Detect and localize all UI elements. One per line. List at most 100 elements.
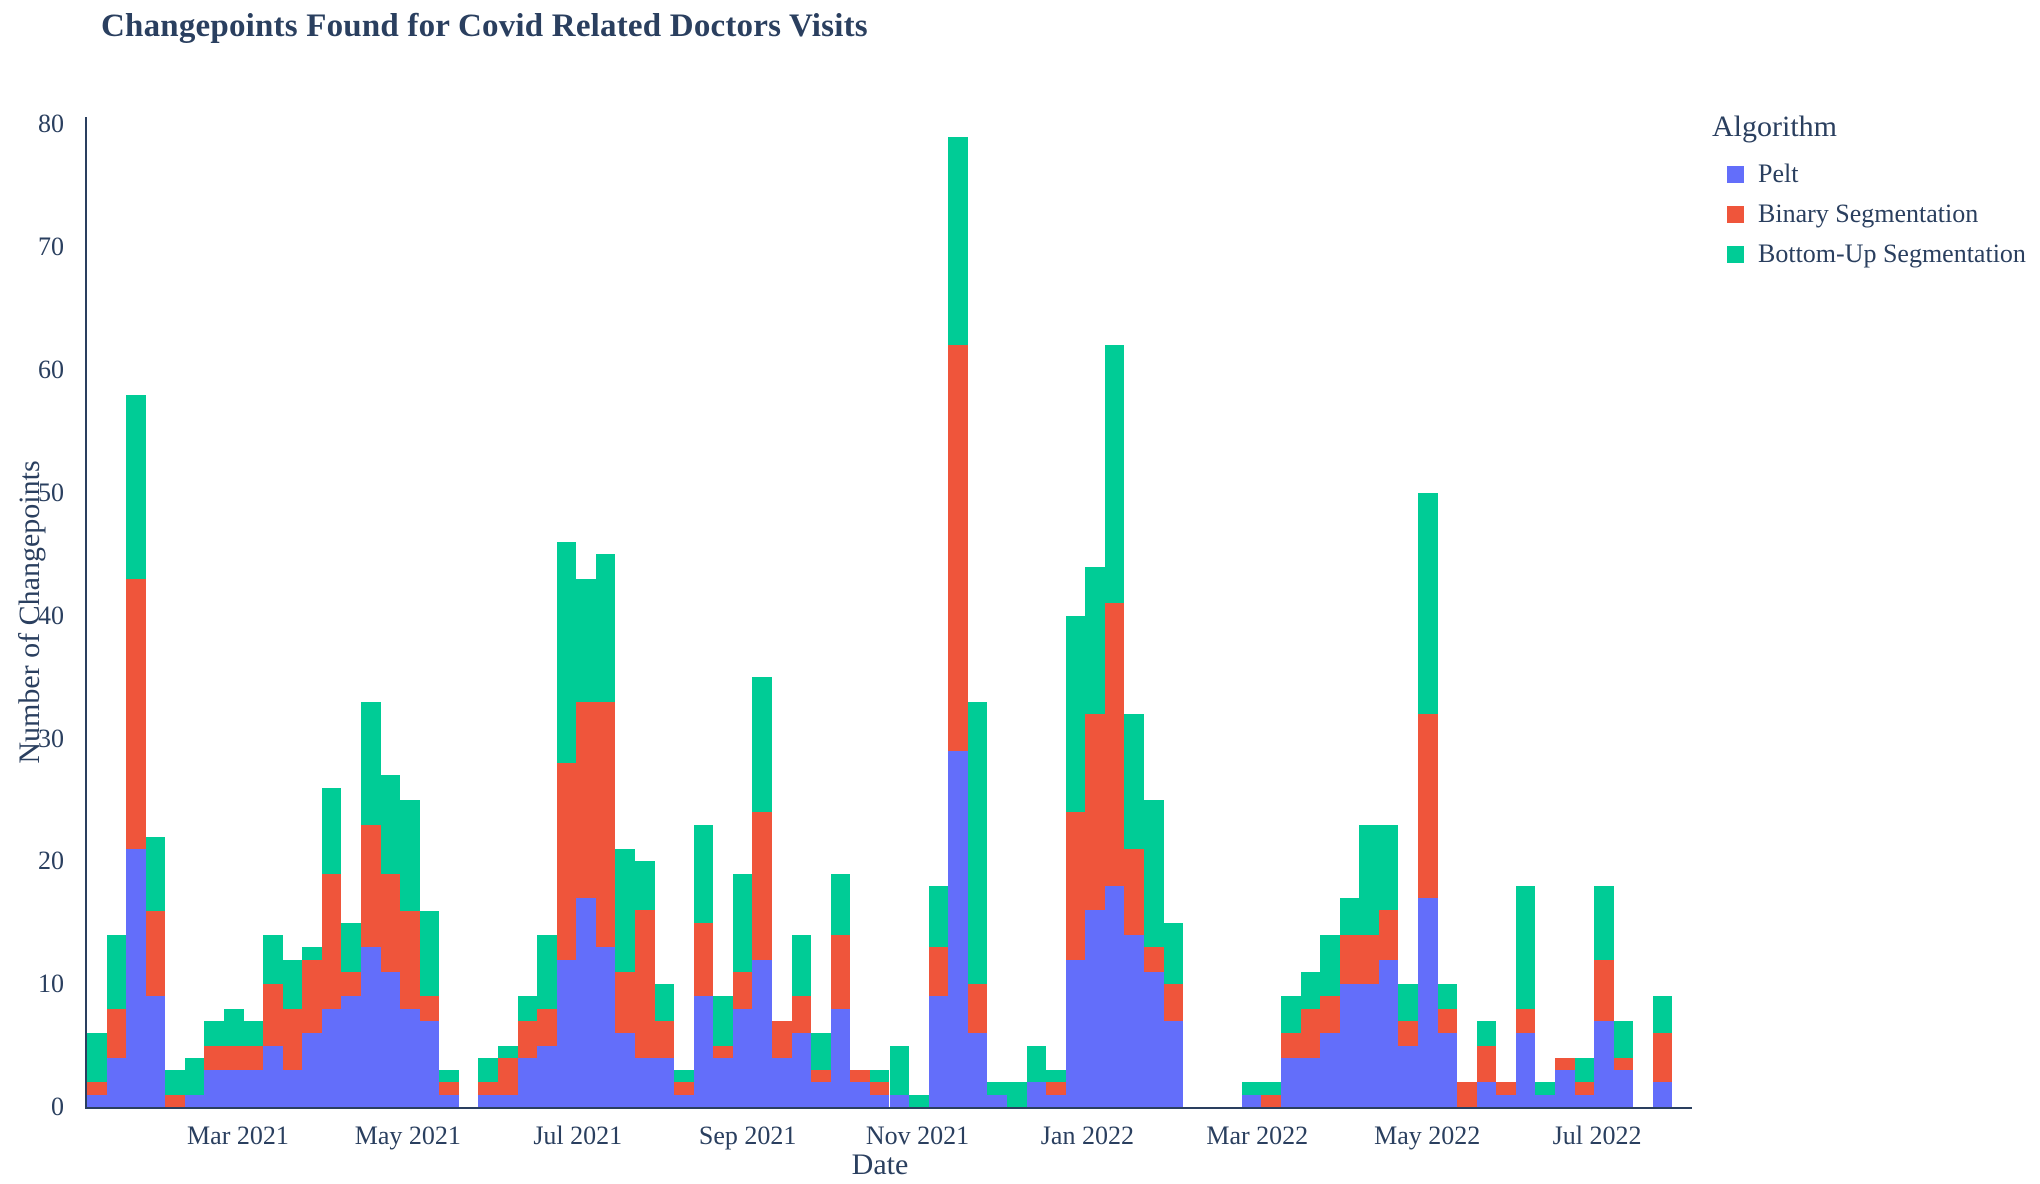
bar-segment-pelt[interactable] [282, 1070, 303, 1107]
bar-segment-binary-segmentation[interactable] [400, 910, 420, 1009]
bar-segment-pelt[interactable] [791, 1033, 812, 1107]
bar-segment-bottom-up-segmentation[interactable] [321, 787, 342, 874]
bar-segment-binary-segmentation[interactable] [1046, 1082, 1066, 1095]
bar-segment-bottom-up-segmentation[interactable] [1163, 922, 1184, 985]
bar-week[interactable] [752, 117, 773, 1107]
bar-segment-bottom-up-segmentation[interactable] [361, 701, 381, 825]
bar-segment-bottom-up-segmentation[interactable] [615, 849, 636, 972]
bar-segment-binary-segmentation[interactable] [478, 1082, 499, 1095]
bar-segment-bottom-up-segmentation[interactable] [732, 873, 753, 972]
bar-segment-binary-segmentation[interactable] [1163, 984, 1184, 1022]
bar-segment-pelt[interactable] [419, 1021, 440, 1107]
bar-segment-bottom-up-segmentation[interactable] [752, 677, 773, 813]
bar-segment-binary-segmentation[interactable] [1320, 996, 1340, 1034]
bar-segment-bottom-up-segmentation[interactable] [576, 578, 596, 702]
bar-week[interactable] [1124, 117, 1144, 1107]
bar-segment-binary-segmentation[interactable] [126, 578, 146, 850]
bar-segment-bottom-up-segmentation[interactable] [635, 861, 655, 911]
bar-week[interactable] [713, 117, 733, 1107]
bar-segment-pelt[interactable] [243, 1070, 264, 1107]
bar-segment-bottom-up-segmentation[interactable] [1437, 984, 1458, 1009]
bar-segment-binary-segmentation[interactable] [732, 971, 753, 1009]
bar-segment-bottom-up-segmentation[interactable] [439, 1070, 459, 1083]
bar-segment-bottom-up-segmentation[interactable] [1339, 898, 1360, 936]
bar-segment-bottom-up-segmentation[interactable] [106, 935, 127, 1009]
legend-item-binary-segmentation[interactable]: Binary Segmentation [1712, 194, 2026, 234]
bar-segment-pelt[interactable] [263, 1045, 283, 1107]
bar-week[interactable] [439, 117, 459, 1107]
bar-segment-bottom-up-segmentation[interactable] [909, 1094, 929, 1107]
bar-segment-pelt[interactable] [889, 1094, 910, 1107]
bar-week[interactable] [321, 117, 342, 1107]
bar-segment-bottom-up-segmentation[interactable] [498, 1045, 518, 1058]
bar-week[interactable] [1046, 117, 1066, 1107]
bar-segment-pelt[interactable] [1143, 971, 1164, 1107]
bar-segment-bottom-up-segmentation[interactable] [1398, 984, 1418, 1022]
bar-segment-bottom-up-segmentation[interactable] [1359, 824, 1379, 936]
bar-week[interactable] [772, 117, 792, 1107]
bar-week[interactable] [987, 117, 1007, 1107]
bar-segment-pelt[interactable] [1417, 898, 1438, 1107]
bar-segment-binary-segmentation[interactable] [498, 1057, 518, 1095]
bar-segment-binary-segmentation[interactable] [1065, 812, 1086, 960]
bar-segment-binary-segmentation[interactable] [145, 910, 166, 997]
bar-segment-binary-segmentation[interactable] [1594, 959, 1614, 1022]
bar-segment-pelt[interactable] [1652, 1082, 1673, 1107]
bar-segment-binary-segmentation[interactable] [321, 873, 342, 1009]
bar-segment-pelt[interactable] [1594, 1021, 1614, 1107]
bar-segment-binary-segmentation[interactable] [1378, 910, 1399, 960]
bar-segment-binary-segmentation[interactable] [1104, 603, 1125, 886]
bar-week[interactable] [1417, 117, 1438, 1107]
bar-segment-bottom-up-segmentation[interactable] [145, 836, 166, 911]
bar-week[interactable] [635, 117, 655, 1107]
bar-segment-binary-segmentation[interactable] [967, 984, 988, 1034]
bar-segment-bottom-up-segmentation[interactable] [1046, 1070, 1066, 1083]
bar-week[interactable] [1554, 117, 1575, 1107]
bar-segment-binary-segmentation[interactable] [1261, 1094, 1281, 1107]
bar-week[interactable] [1515, 117, 1536, 1107]
bar-segment-bottom-up-segmentation[interactable] [282, 959, 303, 1009]
bar-segment-pelt[interactable] [106, 1057, 127, 1107]
bar-segment-pelt[interactable] [693, 996, 714, 1107]
bar-segment-bottom-up-segmentation[interactable] [1652, 996, 1673, 1034]
bar-week[interactable] [576, 117, 596, 1107]
bar-segment-binary-segmentation[interactable] [302, 959, 322, 1034]
bar-segment-pelt[interactable] [478, 1094, 499, 1107]
bar-week[interactable] [498, 117, 518, 1107]
bar-week[interactable] [1065, 117, 1086, 1107]
bar-segment-bottom-up-segmentation[interactable] [1124, 713, 1144, 850]
bar-segment-pelt[interactable] [145, 996, 166, 1107]
bar-week[interactable] [243, 117, 264, 1107]
bar-segment-pelt[interactable] [967, 1033, 988, 1107]
bar-segment-binary-segmentation[interactable] [165, 1094, 185, 1107]
bar-week[interactable] [1378, 117, 1399, 1107]
bar-week[interactable] [87, 117, 107, 1107]
bar-week[interactable] [967, 117, 988, 1107]
bar-segment-binary-segmentation[interactable] [576, 701, 596, 899]
bar-segment-binary-segmentation[interactable] [1652, 1033, 1673, 1083]
bar-segment-binary-segmentation[interactable] [928, 947, 949, 997]
bar-segment-bottom-up-segmentation[interactable] [400, 799, 420, 911]
bar-week[interactable] [595, 117, 616, 1107]
bar-segment-binary-segmentation[interactable] [772, 1021, 792, 1058]
bar-segment-bottom-up-segmentation[interactable] [654, 984, 675, 1022]
bar-segment-bottom-up-segmentation[interactable] [811, 1033, 831, 1071]
bar-week[interactable] [693, 117, 714, 1107]
bar-week[interactable] [674, 117, 694, 1107]
bar-segment-bottom-up-segmentation[interactable] [1417, 492, 1438, 714]
bar-segment-bottom-up-segmentation[interactable] [1535, 1082, 1555, 1095]
bar-segment-pelt[interactable] [1554, 1070, 1575, 1107]
bar-segment-binary-segmentation[interactable] [948, 345, 968, 751]
bar-week[interactable] [654, 117, 675, 1107]
bar-week[interactable] [459, 117, 479, 1107]
bar-segment-pelt[interactable] [341, 996, 361, 1107]
bar-week[interactable] [1594, 117, 1614, 1107]
bar-week[interactable] [1300, 117, 1321, 1107]
bar-segment-bottom-up-segmentation[interactable] [830, 873, 851, 936]
bar-segment-binary-segmentation[interactable] [1476, 1045, 1497, 1083]
bar-week[interactable] [380, 117, 401, 1107]
bar-segment-pelt[interactable] [654, 1057, 675, 1107]
bar-week[interactable] [165, 117, 185, 1107]
bar-segment-binary-segmentation[interactable] [1359, 935, 1379, 985]
bar-segment-pelt[interactable] [1574, 1094, 1595, 1107]
